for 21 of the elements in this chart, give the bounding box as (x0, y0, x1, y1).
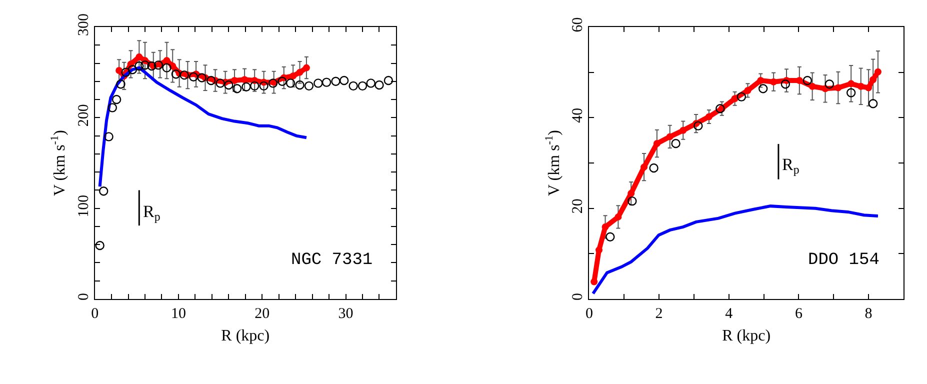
x-tick-label: 4 (725, 306, 734, 322)
x-axis-title: R (kpc) (722, 328, 771, 345)
y-tick-label: 200 (76, 104, 92, 127)
annotation: NGC 7331 (291, 251, 373, 270)
x-tick-label: 2 (655, 306, 663, 322)
y-tick-label: 20 (570, 198, 586, 214)
x-tick-label: 30 (338, 306, 354, 322)
y-tick-label: 100 (76, 194, 92, 218)
y-tick-label: 60 (570, 17, 586, 32)
ref-line-label: R$_{p}$ (143, 202, 160, 224)
x-tick-label: 6 (794, 306, 803, 322)
x-tick-label: 10 (170, 306, 186, 322)
y-tick-label: 300 (76, 14, 92, 36)
y-tick-label: 0 (570, 293, 586, 300)
y-tick-label: 40 (570, 108, 586, 123)
y-tick-label: 0 (76, 293, 92, 300)
x-axis-title: R (kpc) (221, 328, 270, 345)
x-tick-label: 20 (254, 306, 270, 322)
annotation: DDO 154 (808, 251, 880, 270)
x-tick-label: 8 (864, 306, 872, 322)
ref-line-label: R$_{p}$ (782, 155, 800, 177)
